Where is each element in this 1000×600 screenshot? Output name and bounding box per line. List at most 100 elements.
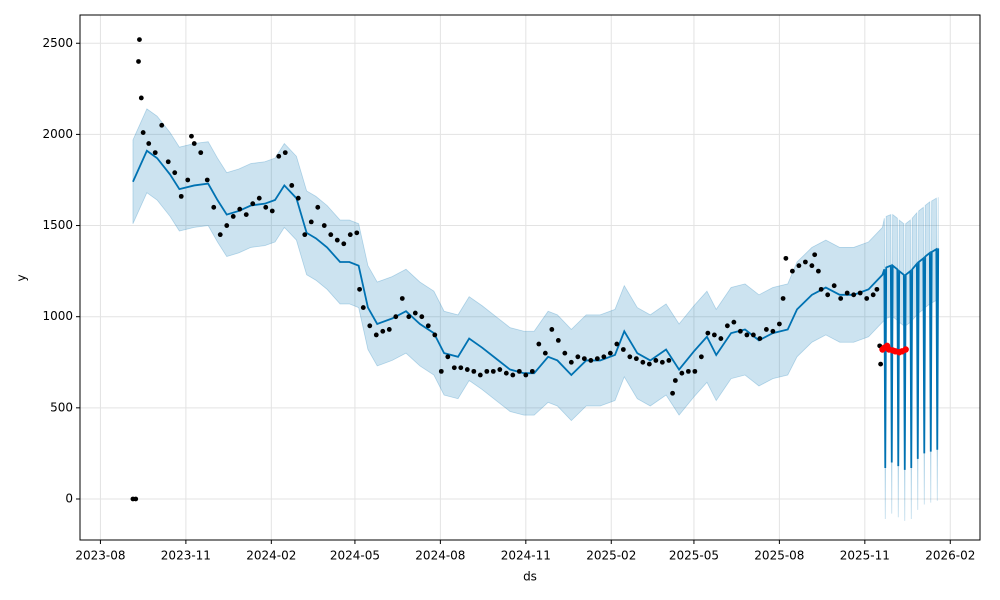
data-point (516, 368, 522, 374)
data-point (419, 314, 425, 320)
data-point (902, 346, 909, 353)
data-point (857, 290, 863, 296)
x-tick-label: 2023-11 (161, 549, 211, 563)
data-point (646, 361, 652, 367)
data-point (256, 195, 262, 201)
data-point (458, 365, 464, 371)
data-point (825, 292, 831, 298)
data-point (750, 332, 756, 338)
data-point (724, 323, 730, 329)
data-point (776, 321, 782, 327)
axes-frame (79, 14, 981, 541)
data-point (341, 241, 347, 247)
data-point (282, 150, 288, 156)
y-tick-label: 1000 (42, 309, 73, 323)
x-tick-label: 2024-02 (246, 549, 296, 563)
data-point (224, 223, 230, 228)
data-point (653, 358, 659, 363)
data-point (685, 368, 691, 374)
data-point (666, 358, 672, 363)
data-point (737, 328, 743, 334)
data-point (503, 370, 509, 376)
data-point (146, 141, 152, 146)
data-point (838, 296, 844, 301)
data-point (581, 356, 587, 362)
data-point (763, 327, 769, 332)
data-point (870, 292, 876, 298)
data-point (152, 150, 158, 156)
data-point (445, 354, 451, 360)
data-point (406, 314, 412, 320)
x-tick-label: 2025-02 (586, 549, 636, 563)
data-point (204, 177, 210, 183)
data-point (497, 367, 503, 372)
data-point (562, 350, 568, 356)
y-tick-label: 2000 (42, 127, 73, 141)
x-tick-label: 2024-08 (415, 549, 465, 563)
data-point (490, 368, 496, 374)
data-point (783, 255, 789, 261)
x-tick-label: 2025-08 (754, 549, 804, 563)
data-point (831, 283, 837, 289)
x-tick-label: 2025-11 (840, 549, 890, 563)
data-point (412, 310, 418, 316)
data-point (302, 232, 308, 238)
uncertainty-band (132, 108, 939, 521)
data-point (780, 296, 786, 301)
data-point (276, 153, 282, 159)
forecast-line (132, 149, 940, 470)
x-tick-label: 2026-02 (925, 549, 975, 563)
data-point (770, 328, 776, 334)
data-point (393, 314, 399, 320)
data-point (679, 370, 685, 376)
data-point (614, 341, 620, 347)
data-point (640, 359, 646, 365)
x-tick-label: 2024-11 (501, 549, 551, 563)
data-point (308, 219, 314, 225)
data-point (594, 356, 600, 362)
data-point (812, 252, 818, 258)
data-point (347, 232, 353, 238)
data-point (159, 122, 165, 128)
data-point (354, 230, 360, 236)
data-point (672, 378, 678, 383)
y-tick-label: 2500 (42, 36, 73, 50)
data-point (510, 372, 516, 378)
data-point (367, 323, 373, 329)
data-point (705, 330, 711, 336)
data-point (607, 350, 613, 356)
data-point (878, 361, 884, 367)
data-point (802, 259, 808, 265)
data-point (757, 336, 763, 341)
data-point (198, 150, 204, 156)
data-point (477, 372, 483, 378)
data-point (789, 268, 795, 274)
data-point (438, 368, 444, 374)
x-tick-label: 2023-08 (75, 549, 125, 563)
data-point (137, 37, 142, 43)
data-point (711, 332, 717, 338)
data-point (536, 341, 542, 347)
data-point (243, 212, 249, 218)
data-point (555, 337, 561, 343)
data-point (692, 368, 698, 374)
data-point (237, 206, 243, 212)
data-point (698, 354, 704, 360)
y-tick-label: 0 (65, 491, 73, 505)
data-point (471, 368, 477, 374)
data-point (334, 237, 340, 243)
data-point (484, 368, 490, 374)
data-point (211, 204, 217, 210)
y-tick-label: 1500 (42, 218, 73, 232)
x-tick-label: 2025-05 (669, 549, 719, 563)
data-point (432, 332, 438, 338)
data-point (451, 365, 457, 371)
y-axis-label: y (15, 274, 29, 281)
data-point (718, 336, 724, 341)
data-point (744, 332, 750, 338)
data-point (575, 354, 581, 360)
data-point (549, 327, 555, 332)
data-point (230, 214, 236, 219)
data-point (172, 170, 178, 176)
